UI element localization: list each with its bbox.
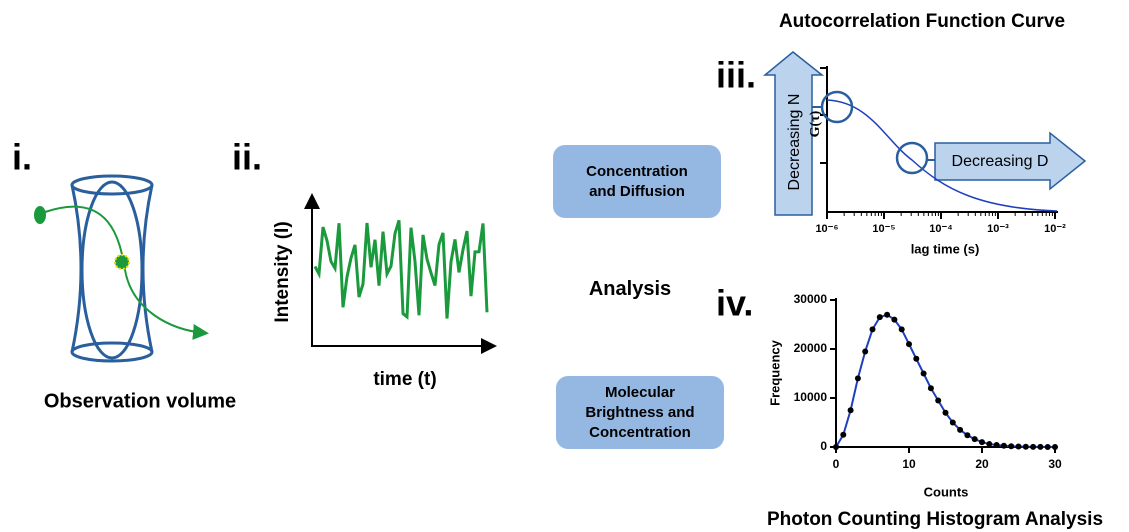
y-tick-label: 30000 <box>794 292 828 306</box>
x-tick-label: 10⁻⁶ <box>815 223 838 235</box>
x-axis-label: Counts <box>924 484 969 499</box>
data-point <box>986 441 992 447</box>
fit-line <box>836 315 1055 447</box>
data-point <box>1001 443 1007 449</box>
data-point <box>840 432 846 438</box>
figure: i. Observation volume ii. Intensity (I) … <box>0 0 1129 532</box>
data-point <box>855 375 861 381</box>
panel-label: iv. <box>716 283 753 324</box>
method-box: Molecular Brightness and Concentration <box>556 376 724 449</box>
data-point <box>884 312 890 318</box>
data-point <box>1030 444 1036 450</box>
data-point <box>1045 444 1051 450</box>
data-point <box>943 410 949 416</box>
x-axis-label: lag time (s) <box>911 241 980 256</box>
data-point <box>1008 443 1014 449</box>
y-tick-label: 0 <box>820 439 827 453</box>
data-point <box>921 371 927 377</box>
y-axis-label: Intensity (I) <box>272 221 293 322</box>
figure-canvas: i. Observation volume ii. Intensity (I) … <box>0 0 1129 532</box>
data-point <box>862 348 868 354</box>
panel-label: iii. <box>716 55 756 96</box>
data-point <box>928 385 934 391</box>
chart-title: Autocorrelation Function Curve <box>779 11 1065 32</box>
data-point <box>979 439 985 445</box>
data-point <box>950 420 956 426</box>
highlight-circle <box>897 143 927 173</box>
x-tick-label: 30 <box>1048 457 1062 471</box>
x-tick-label: 20 <box>975 457 989 471</box>
data-point <box>848 407 854 413</box>
data-point <box>833 444 839 450</box>
observation-volume <box>72 176 152 361</box>
molecule-in-focus <box>115 255 129 269</box>
method-box: Concentration and Diffusion <box>553 145 721 218</box>
panel-label: ii. <box>232 137 262 178</box>
trajectory <box>45 207 205 333</box>
x-tick-label: 10⁻² <box>1044 223 1066 235</box>
data-point <box>891 317 897 323</box>
data-point <box>1037 444 1043 450</box>
data-point <box>906 341 912 347</box>
data-point <box>972 436 978 442</box>
y-tick-label: 20000 <box>794 341 828 355</box>
x-tick-label: 0 <box>833 457 840 471</box>
data-point <box>935 397 941 403</box>
data-point <box>957 427 963 433</box>
y-axis-label: G(τ) <box>808 110 823 137</box>
data-point <box>913 356 919 362</box>
data-point <box>1052 444 1058 450</box>
center-label: Analysis <box>560 278 700 301</box>
arrow-label: Decreasing D <box>952 153 1049 170</box>
x-tick-label: 10 <box>902 457 916 471</box>
arrow-label: Decreasing N <box>786 94 803 191</box>
x-tick-label: 10⁻⁵ <box>872 223 895 235</box>
chart-title: Photon Counting Histogram Analysis <box>767 509 1103 530</box>
data-point <box>870 326 876 332</box>
panel-label: i. <box>12 137 32 178</box>
data-point <box>1023 444 1029 450</box>
x-axis-label: time (t) <box>373 369 436 390</box>
y-tick-label: 10000 <box>794 390 828 404</box>
data-point <box>877 314 883 320</box>
data-point <box>1016 444 1022 450</box>
x-tick-label: 10⁻⁴ <box>929 223 952 235</box>
y-axis-label: Frequency <box>767 339 782 406</box>
molecule <box>34 206 46 224</box>
caption: Observation volume <box>44 390 236 412</box>
data-point <box>964 432 970 438</box>
data-point <box>994 442 1000 448</box>
x-tick-label: 10⁻³ <box>987 223 1009 235</box>
intensity-trace <box>315 220 487 318</box>
data-point <box>899 326 905 332</box>
